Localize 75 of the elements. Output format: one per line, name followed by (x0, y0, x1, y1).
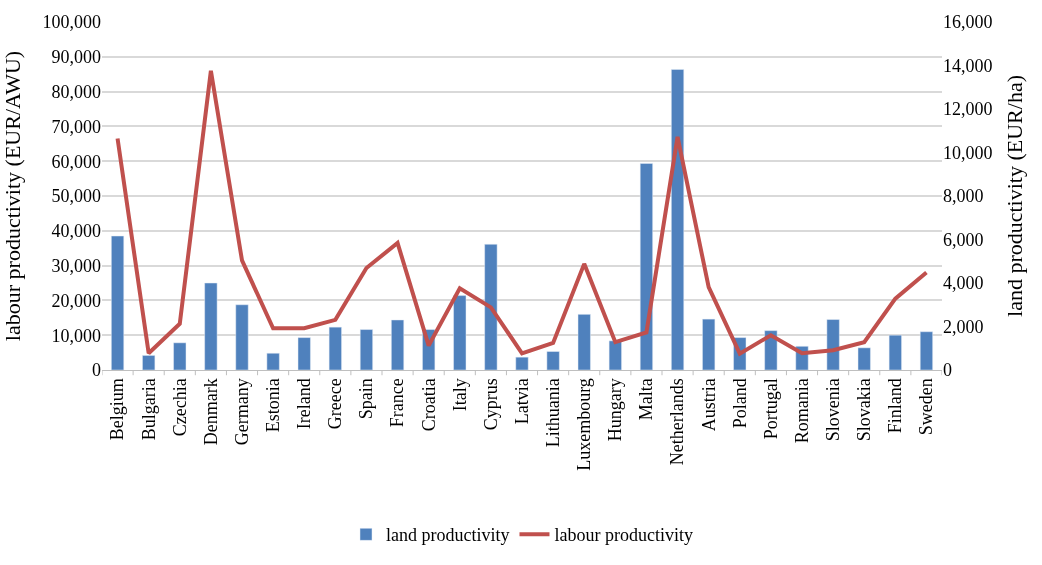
y2-tick-label: 0 (943, 360, 952, 381)
legend-label: land productivity (386, 525, 510, 546)
bar (515, 356, 529, 370)
bar (111, 235, 125, 370)
x-tick-label: Bulgaria (138, 378, 159, 441)
x-tick-label: Romania (791, 378, 812, 444)
x-tick-label: Croatia (418, 378, 439, 432)
y2-tick-label: 2,000 (943, 316, 984, 337)
y-tick-label: 100,000 (42, 12, 101, 33)
y2-tick-label: 14,000 (943, 55, 993, 76)
x-tick-label: Portugal (760, 378, 781, 440)
bar (297, 337, 311, 370)
y-axis-title: labour productivity (EUR/AWU) (0, 50, 26, 342)
x-tick-label: Slovakia (854, 378, 875, 442)
x-tick-label: Italy (449, 378, 470, 412)
legend-label: labour productivity (554, 525, 693, 546)
x-tick-label: Belgium (107, 378, 128, 441)
y2-tick-label: 6,000 (943, 229, 984, 250)
bar (453, 295, 467, 370)
y-tick-label: 80,000 (51, 81, 101, 102)
bar (142, 355, 156, 370)
bar (266, 353, 280, 370)
line-series (115, 68, 929, 356)
y-tick-label: 30,000 (51, 255, 101, 276)
y-tick-label: 0 (92, 360, 101, 381)
x-tick-label: Greece (325, 378, 346, 430)
bar (919, 331, 933, 370)
x-tick-label: Austria (698, 378, 719, 432)
x-tick-label: Lithuania (542, 378, 563, 448)
x-tick-label: Sweden (916, 378, 937, 436)
bar (484, 244, 498, 370)
y-tick-label: 50,000 (51, 186, 101, 207)
bar (857, 347, 871, 370)
bar (826, 319, 840, 370)
bar (888, 334, 902, 370)
y2-tick-label: 8,000 (943, 186, 984, 207)
x-tick-label: Poland (729, 378, 750, 429)
x-tick-label: Denmark (200, 378, 221, 446)
bar (671, 69, 685, 370)
x-tick-label: Ireland (294, 378, 315, 430)
x-tick-label: Estonia (262, 378, 283, 433)
y-tick-label: 10,000 (51, 325, 101, 346)
bar (328, 326, 342, 370)
y2-tick-label: 4,000 (943, 273, 984, 294)
y2-axis-title: land productivity (EUR/ha) (1002, 75, 1028, 317)
bar (577, 314, 591, 370)
x-tick-label: Malta (636, 378, 657, 421)
bar (391, 319, 405, 370)
x-tick-label: Czechia (169, 378, 190, 437)
x-tick-label: Spain (356, 378, 377, 420)
bar (546, 351, 560, 370)
y-tick-label: 20,000 (51, 290, 101, 311)
y2-tick-label: 12,000 (943, 99, 993, 120)
x-tick-label: France (387, 378, 408, 428)
bar (359, 329, 373, 370)
x-tick-label: Finland (885, 378, 906, 434)
bar (702, 318, 716, 370)
x-tick-label: Luxembourg (574, 378, 595, 471)
y2-tick-label: 10,000 (943, 142, 993, 163)
x-tick-label: Slovenia (822, 378, 843, 442)
y-tick-label: 70,000 (51, 116, 101, 137)
x-tick-label: Netherlands (667, 378, 688, 466)
y-tick-label: 60,000 (51, 151, 101, 172)
x-tick-label: Latvia (511, 378, 532, 425)
bar (639, 163, 653, 370)
bar (173, 342, 187, 370)
bar (235, 304, 249, 370)
y-tick-label: 90,000 (51, 47, 101, 68)
bar (204, 282, 218, 370)
y2-tick-label: 16,000 (943, 12, 993, 33)
x-tick-label: Hungary (605, 378, 626, 442)
y-tick-label: 40,000 (51, 221, 101, 242)
x-tick-label: Cyprus (480, 378, 501, 431)
bar (608, 340, 622, 370)
x-tick-label: Germany (231, 378, 252, 446)
